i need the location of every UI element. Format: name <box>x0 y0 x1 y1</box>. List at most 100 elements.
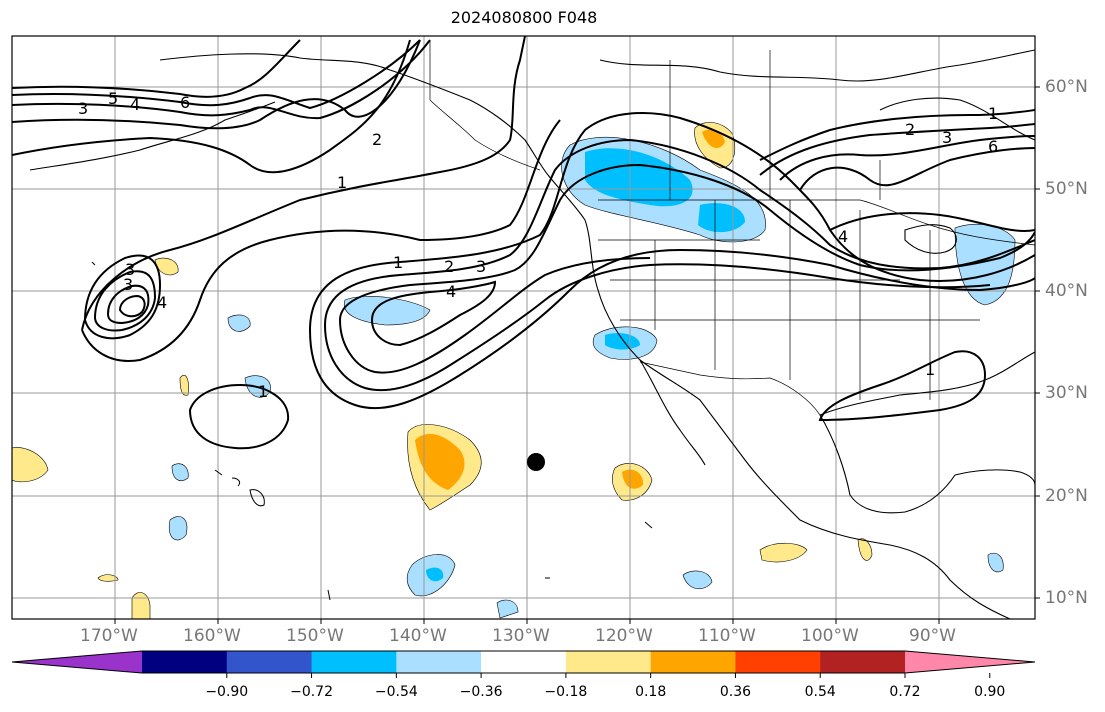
islands <box>91 261 653 601</box>
contour-label: 3 <box>942 128 952 147</box>
yellow-area-west-3 <box>179 374 189 396</box>
canada-north <box>599 49 1035 82</box>
colorbar-tick-label: 0.90 <box>974 684 1006 700</box>
colorbar-tick-label: −0.90 <box>205 684 249 700</box>
contour-3-north <box>12 39 431 120</box>
colorbar-tick-label: 0.72 <box>889 684 921 700</box>
contour-label: 1 <box>393 253 403 272</box>
contour-east-3 <box>779 135 1035 181</box>
contour-east-1 <box>759 109 1035 161</box>
contour-1-south <box>81 119 561 362</box>
lon-label: 170°W <box>80 626 138 646</box>
contour-ring-3 <box>339 163 1035 321</box>
yellow-area-sw-2 <box>97 574 119 582</box>
contour-label: 3 <box>125 260 135 279</box>
lon-label: 90°W <box>909 626 956 646</box>
west-coast <box>547 174 1011 619</box>
borders <box>429 40 1035 416</box>
lon-label: 140°W <box>389 626 447 646</box>
gulf-mexico-west <box>819 414 956 514</box>
contour-hawaii-1 <box>188 383 290 450</box>
lon-label: 120°W <box>595 626 653 646</box>
colorbar-tick-label: 0.36 <box>719 684 752 700</box>
contour-label: 1 <box>337 173 347 192</box>
contour-label: 1 <box>988 104 998 123</box>
colorbar-segment <box>396 651 482 673</box>
blue-small-3 <box>171 463 189 481</box>
colorbar-tick-label: −0.18 <box>544 684 588 700</box>
colorbar-segment <box>142 651 228 673</box>
colorbar-segment <box>226 651 313 673</box>
map-frame <box>11 35 1036 620</box>
blue-core-pnw <box>585 148 693 207</box>
contour-label: 6 <box>988 137 998 156</box>
colorbar-segment <box>735 651 821 673</box>
lat-label: 30°N <box>1045 383 1088 403</box>
contour-west-low-1 <box>83 254 162 340</box>
contour-west-low-3 <box>106 284 150 325</box>
contour-ring-1 <box>309 112 1035 331</box>
colorbar-segment <box>650 651 736 673</box>
colorbar-segment <box>820 651 906 673</box>
yellow-area-mex <box>759 542 808 563</box>
contour-label: 3 <box>476 257 486 276</box>
lon-label: 150°W <box>286 626 344 646</box>
contour-label: 4 <box>838 227 848 246</box>
colorbar-tick-label: 0.18 <box>635 684 667 700</box>
blue-core-south <box>426 567 444 582</box>
colorbar-tick-label: −0.72 <box>290 684 333 700</box>
colorbar-extend-max <box>905 651 1035 673</box>
lon-label: 110°W <box>698 626 756 646</box>
contour-label: 1 <box>925 360 935 379</box>
contour-label: 4 <box>157 293 167 312</box>
island-b <box>91 261 96 266</box>
lat-label: 60°N <box>1045 77 1088 97</box>
contour-ring-2 <box>324 138 1035 326</box>
hawaii-2 <box>231 477 241 487</box>
yellow-area-west-2 <box>12 447 49 483</box>
yellow-area-sw-1 <box>131 592 151 619</box>
contour-ring-3b <box>339 257 651 374</box>
station-marker <box>527 453 545 471</box>
contour-ring-4 <box>370 280 497 347</box>
aleutians <box>29 101 276 171</box>
contour-6-north <box>12 39 301 98</box>
lat-label: 10°N <box>1045 588 1088 608</box>
colorbar-outline <box>11 650 1036 674</box>
contour-east-2 <box>759 123 1035 176</box>
contour-5-north <box>12 39 421 110</box>
blue-small-6 <box>682 570 713 589</box>
colorbar-extend-min <box>12 651 142 673</box>
tick-marks <box>114 86 1040 624</box>
orange-core-central <box>415 433 465 490</box>
baja <box>639 359 706 466</box>
alaska-coast <box>159 53 549 176</box>
contour-ring-2b <box>324 263 991 392</box>
yellow-area-mex-2 <box>857 538 873 561</box>
colorbar-tick-label: 0.54 <box>804 684 836 700</box>
lon-label: 100°W <box>801 626 859 646</box>
contour-label: 2 <box>905 120 915 139</box>
contour-label: 4 <box>130 95 140 114</box>
blue-core-ca <box>605 333 640 350</box>
contour-label: 3 <box>123 275 133 294</box>
yellow-area-west-1 <box>154 257 179 276</box>
shading-layer <box>12 122 1016 619</box>
contour-2-north <box>12 39 421 130</box>
graticule <box>12 36 1035 619</box>
contour-east-6 <box>799 147 1035 191</box>
blue-small-5 <box>496 599 519 619</box>
contour-label: 6 <box>180 93 190 112</box>
contour-gulf-1 <box>818 350 987 422</box>
colorbar-tick-label: −0.36 <box>459 684 503 700</box>
us-mexico-border <box>639 361 821 416</box>
hawaii-3 <box>249 489 265 507</box>
blue-small-1 <box>227 314 251 332</box>
island-d <box>327 589 331 601</box>
contour-label: 2 <box>372 130 382 149</box>
orange-core-baja <box>622 469 644 489</box>
coastlines <box>29 49 1035 619</box>
contour-west-low-4 <box>118 294 146 318</box>
orange-core-canada <box>702 129 725 148</box>
